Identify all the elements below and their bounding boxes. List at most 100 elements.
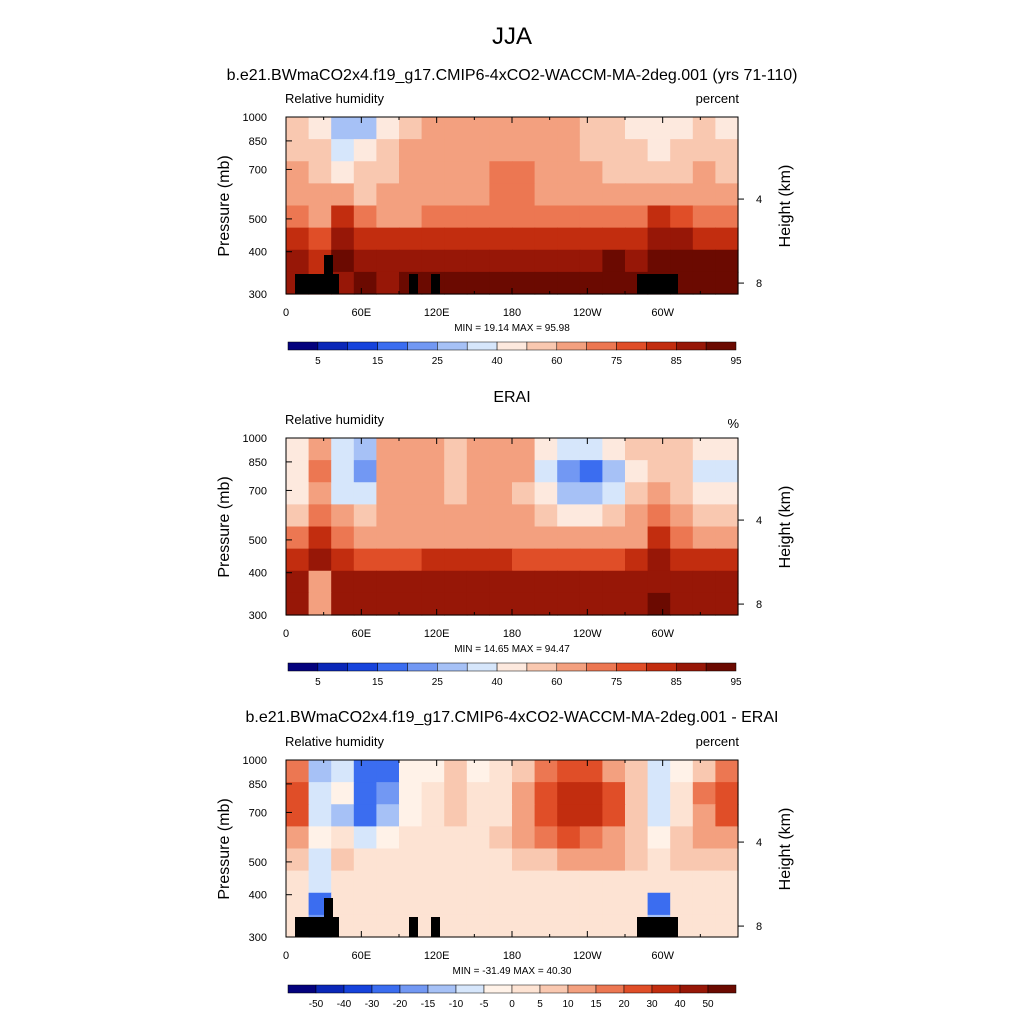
x-tick-label: 120W (573, 950, 602, 962)
heatmap-cell (670, 848, 694, 872)
heatmap-cell (376, 570, 400, 594)
heatmap-cell (625, 227, 649, 251)
heatmap-cell (286, 227, 310, 251)
heatmap-cell (579, 914, 603, 938)
heatmap-cell (399, 848, 423, 872)
heatmap-cell (692, 438, 716, 461)
heatmap-cell (466, 183, 490, 207)
heatmap-cell (421, 227, 445, 251)
heatmap-cell (602, 848, 626, 872)
heatmap-cell (286, 826, 310, 850)
x-tick-label: 180 (503, 628, 521, 640)
heatmap-cell (399, 227, 423, 251)
colorbar-label: 85 (671, 356, 683, 367)
y-axis-title-right: Height (km) (777, 486, 794, 569)
heatmap-cell (353, 139, 377, 162)
colorbar-swatch (347, 662, 378, 672)
heatmap-cell (286, 592, 310, 616)
heatmap-cell (353, 249, 377, 273)
colorbar-swatch (427, 984, 457, 994)
heatmap-cell (444, 548, 468, 572)
x-tick-label: 60W (651, 628, 674, 640)
heatmap-cell (579, 548, 603, 572)
heatmap-cell (376, 271, 400, 295)
stats-label: MIN = 19.14 MAX = 95.98 (454, 323, 570, 334)
heatmap-cell (331, 482, 355, 505)
heatmap-cell (534, 227, 558, 251)
heatmap-cell (308, 504, 332, 528)
axes: 0 60E 120E 180 120W 60W 300 400 500 700 850 1000 8 4 (243, 433, 763, 640)
heatmap-cell (715, 826, 739, 850)
panel-right-label: percent (696, 91, 740, 106)
heatmap-cell (625, 504, 649, 528)
heatmap-cell (444, 892, 468, 916)
heatmap-cell (466, 570, 490, 594)
stats-label: MIN = -31.49 MAX = 40.30 (453, 966, 572, 977)
heatmap-cell (692, 870, 716, 894)
heatmap-cell (512, 848, 536, 872)
heatmap-cell (308, 804, 332, 827)
colorbar-swatch (287, 662, 319, 672)
heatmap-cell (647, 482, 671, 505)
heatmap-cell (353, 438, 377, 461)
heatmap-cell (534, 760, 558, 783)
heatmap-cell (308, 526, 332, 550)
heatmap-cell (308, 139, 332, 162)
colorbar-swatch (496, 341, 528, 351)
heatmap-cell (715, 782, 739, 805)
heatmap-cell (579, 271, 603, 295)
heatmap-cell (602, 438, 626, 461)
heatmap-cell (444, 848, 468, 872)
heatmap-cell (557, 826, 581, 850)
colorbar-label: 20 (618, 999, 630, 1010)
heatmap-cell (670, 482, 694, 505)
heatmap-cell (421, 205, 445, 229)
heatmap-cell (692, 271, 716, 295)
heatmap-cell (557, 183, 581, 207)
heatmap-cell (534, 892, 558, 916)
heatmap-cell (466, 548, 490, 572)
heatmap-cell (399, 526, 423, 550)
heatmap-cell (692, 592, 716, 616)
heatmap-cell (489, 570, 513, 594)
heatmap-cell (715, 161, 739, 184)
heatmap-cell (421, 482, 445, 505)
heatmap-cell (579, 205, 603, 229)
heatmap-cell (376, 826, 400, 850)
colorbar-label: -10 (449, 999, 464, 1010)
heatmap-cell (715, 914, 739, 938)
colorbar-swatch (287, 341, 319, 351)
heatmap-cell (331, 183, 355, 207)
heatmap-cell (715, 271, 739, 295)
heatmap-cell (512, 249, 536, 273)
heatmap-cell (512, 892, 536, 916)
heatmap-cell (647, 161, 671, 184)
heatmap-cell (579, 249, 603, 273)
heatmap-cell (625, 592, 649, 616)
heatmap-cell (715, 139, 739, 162)
heatmap-cell (466, 870, 490, 894)
heatmap-cell (489, 914, 513, 938)
heatmap-cell (715, 460, 739, 483)
heatmap-cell (692, 804, 716, 827)
heatmap-cell (286, 548, 310, 572)
heatmap-cell (421, 183, 445, 207)
heatmap-cell (308, 570, 332, 594)
heatmap-cell (602, 570, 626, 594)
heatmap-cell (399, 592, 423, 616)
heatmap-cell (647, 117, 671, 140)
heatmap-cell (534, 526, 558, 550)
heatmap-cell (647, 870, 671, 894)
heatmap-cell (444, 870, 468, 894)
heatmap-cell (557, 117, 581, 140)
colorbar-swatch (317, 341, 348, 351)
x-tick-label: 120W (573, 307, 602, 319)
heatmap-cell (399, 570, 423, 594)
colorbar-swatch (616, 662, 647, 672)
heatmap-cell (692, 227, 716, 251)
heatmap-cell (286, 804, 310, 827)
heatmap-cell (534, 570, 558, 594)
heatmap-cell (647, 804, 671, 827)
colorbar-swatch (483, 984, 513, 994)
land-block (333, 917, 339, 937)
